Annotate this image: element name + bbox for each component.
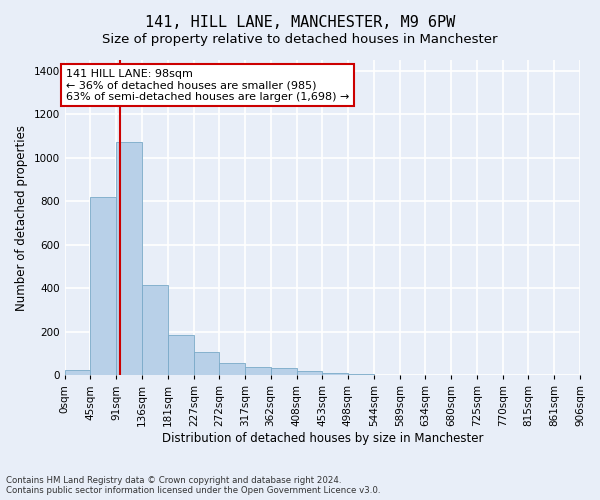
Bar (90, 197, 116, 376)
Bar (322, 373, 348, 376)
Text: 141 HILL LANE: 98sqm
← 36% of detached houses are smaller (985)
63% of semi-deta: 141 HILL LANE: 98sqm ← 36% of detached h… (66, 68, 349, 102)
Bar (116, 142, 142, 376)
Text: Contains HM Land Registry data © Crown copyright and database right 2024.
Contai: Contains HM Land Registry data © Crown c… (6, 476, 380, 495)
Bar (194, 352, 220, 376)
Text: Size of property relative to detached houses in Manchester: Size of property relative to detached ho… (102, 32, 498, 46)
Y-axis label: Number of detached properties: Number of detached properties (15, 124, 28, 310)
Bar (65, 370, 90, 376)
Bar (297, 371, 322, 376)
Bar (348, 374, 374, 376)
Bar (271, 368, 297, 376)
Bar (220, 363, 245, 376)
Bar (245, 367, 271, 376)
Bar (142, 285, 167, 376)
Bar (167, 335, 194, 376)
X-axis label: Distribution of detached houses by size in Manchester: Distribution of detached houses by size … (161, 432, 483, 445)
Text: 141, HILL LANE, MANCHESTER, M9 6PW: 141, HILL LANE, MANCHESTER, M9 6PW (145, 15, 455, 30)
